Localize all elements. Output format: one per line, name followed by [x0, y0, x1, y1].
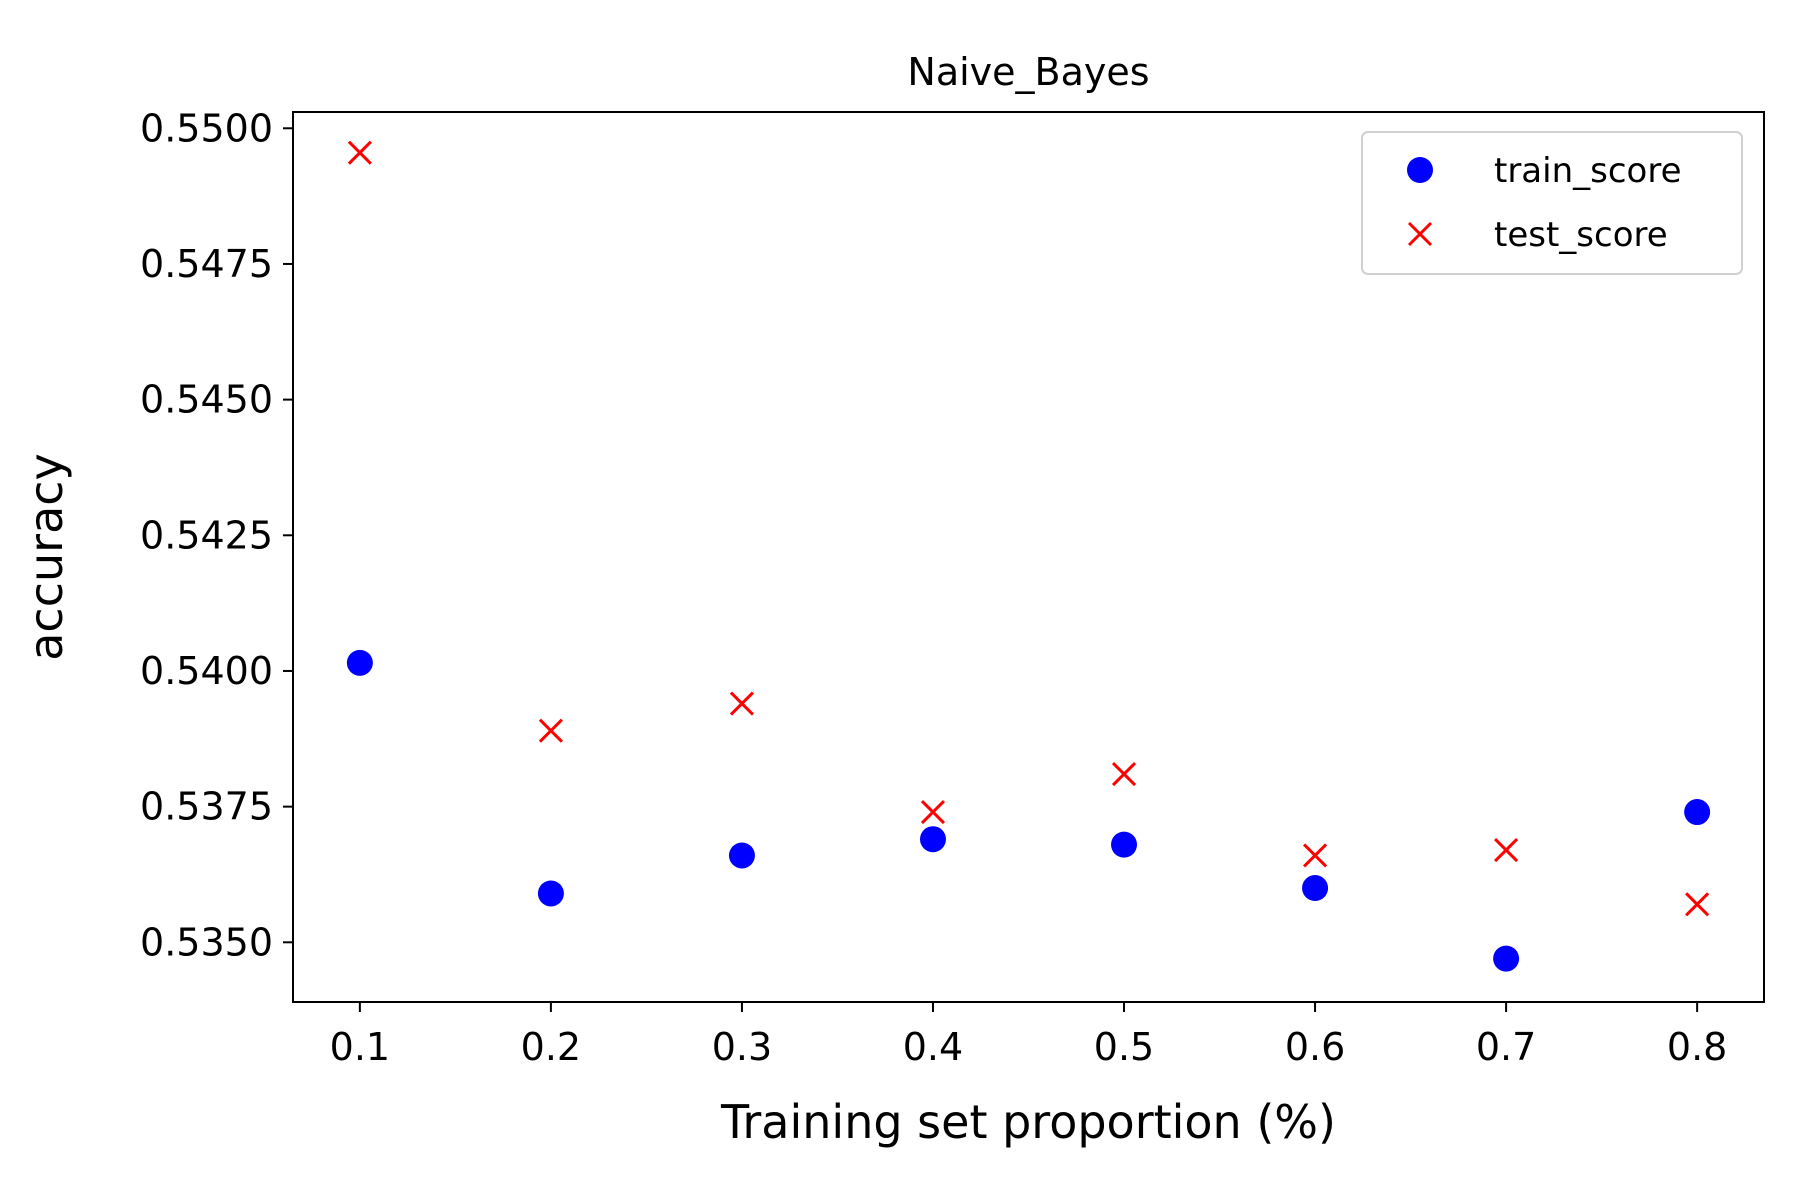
test-point — [1302, 843, 1328, 868]
legend-circle-marker — [1407, 157, 1433, 183]
legend-x-marker — [1407, 221, 1433, 247]
x-tick-label: 0.1 — [330, 1025, 390, 1069]
test-point — [1111, 762, 1137, 787]
test-point — [920, 800, 946, 825]
train-point — [728, 842, 755, 869]
chart-title: Naive_Bayes — [907, 50, 1149, 94]
y-tick-label: 0.5375 — [140, 785, 273, 829]
x-tick-label: 0.4 — [903, 1025, 963, 1069]
train-point — [1493, 945, 1520, 972]
train-point — [1302, 875, 1329, 902]
y-tick-label: 0.5500 — [140, 106, 273, 150]
train-point — [919, 826, 946, 853]
legend: train_score test_score — [1361, 131, 1743, 275]
legend-box — [1361, 131, 1743, 275]
legend-item: test_score — [1407, 215, 1668, 255]
test-point — [1685, 892, 1710, 917]
test-point — [729, 691, 755, 716]
x-tick-label: 0.8 — [1667, 1025, 1727, 1069]
series-train_score — [346, 649, 1711, 972]
train-point — [1111, 831, 1138, 858]
train-point — [1684, 799, 1711, 826]
y-axis: 0.5350 0.5375 0.5400 0.5425 0.5450 0.5475 0.55… — [140, 106, 293, 964]
y-tick-label: 0.5400 — [140, 649, 273, 693]
legend-item: train_score — [1407, 151, 1682, 191]
series-test_score — [347, 140, 1710, 917]
plot-frame — [292, 111, 1765, 1003]
plot-area — [346, 140, 1711, 972]
train-point — [346, 649, 373, 676]
test-point — [538, 718, 563, 743]
test-point — [347, 140, 372, 165]
x-tick-label: 0.7 — [1476, 1025, 1536, 1069]
y-axis-label: accuracy — [19, 453, 73, 661]
x-tick-label: 0.5 — [1094, 1025, 1154, 1069]
y-tick-label: 0.5450 — [140, 378, 273, 422]
legend-label: train_score — [1494, 151, 1682, 191]
legend-label: test_score — [1494, 215, 1668, 255]
x-tick-label: 0.6 — [1285, 1025, 1345, 1069]
y-tick-label: 0.5350 — [140, 920, 273, 964]
x-axis-label: Training set proportion (%) — [720, 1095, 1336, 1149]
y-tick-label: 0.5425 — [140, 513, 273, 557]
x-tick-label: 0.3 — [712, 1025, 772, 1069]
x-axis: 0.1 0.2 0.3 0.4 0.5 0.6 0.7 0.8 — [330, 1002, 1727, 1069]
train-point — [537, 880, 564, 907]
y-tick-label: 0.5475 — [140, 242, 273, 286]
test-point — [1494, 837, 1519, 863]
x-tick-label: 0.2 — [521, 1025, 581, 1069]
